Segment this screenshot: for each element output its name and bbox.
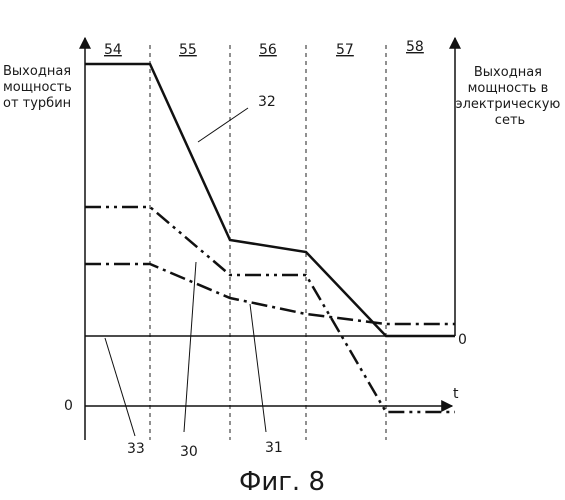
figure-caption: Фиг. 8 — [239, 467, 325, 497]
curve-30 — [85, 207, 455, 412]
leader-33 — [105, 338, 135, 436]
curve-label-33: 33 — [127, 441, 145, 457]
right-axis-label-line: сеть — [495, 113, 525, 128]
leader-32 — [198, 108, 248, 142]
curve-label-32: 32 — [258, 94, 276, 110]
phase-label-57: 57 — [336, 42, 354, 58]
curve-label-30: 30 — [180, 444, 198, 460]
left-axis-label-line: мощность — [3, 80, 72, 95]
left-axis-label-line: от турбин — [3, 96, 71, 111]
right-axis-label-line: Выходная — [474, 65, 542, 80]
phase-label-58: 58 — [406, 39, 424, 55]
curve-31 — [85, 264, 455, 324]
left-axis-label: Выходная мощность от турбин — [3, 64, 76, 111]
right-axis-label: Выходная мощность в электрическую сеть — [455, 65, 564, 128]
zero-label-right: 0 — [458, 332, 467, 348]
phase-label-54: 54 — [104, 42, 122, 58]
time-axis-label: t — [453, 386, 459, 402]
phase-label-56: 56 — [259, 42, 277, 58]
right-axis-label-line: мощность в — [468, 81, 549, 96]
phase-label-55: 55 — [179, 42, 197, 58]
curve-label-31: 31 — [265, 440, 283, 456]
right-axis-label-line: электрическую — [455, 97, 560, 112]
leader-31 — [250, 304, 266, 432]
zero-label-left: 0 — [64, 398, 73, 414]
left-axis-label-line: Выходная — [3, 64, 71, 79]
